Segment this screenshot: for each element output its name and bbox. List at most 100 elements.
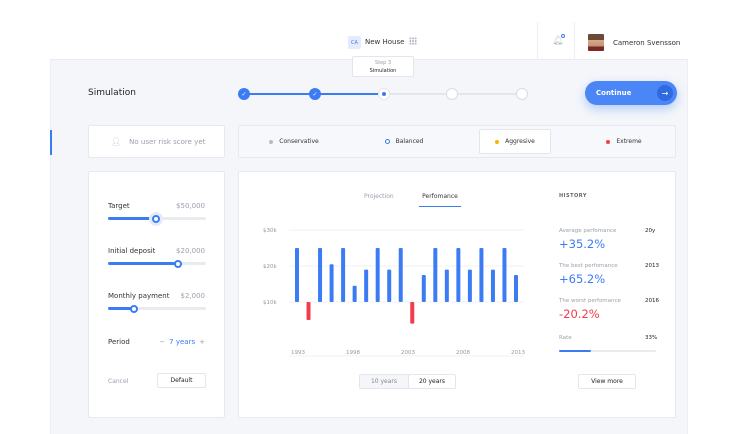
- risk-option-balanced[interactable]: Balanced: [349, 126, 459, 157]
- slider-handle[interactable]: [173, 259, 182, 268]
- deposit-value: $20,000: [176, 247, 205, 255]
- decrement-button[interactable]: −: [159, 338, 166, 346]
- risk-score-text: No user risk score yet: [129, 137, 206, 146]
- divider: [537, 22, 538, 60]
- rate-bar: [559, 350, 656, 352]
- risk-dot-icon: [495, 139, 500, 144]
- top-header: [50, 22, 688, 60]
- bar[interactable]: [329, 264, 334, 302]
- history-value: -20.2%: [559, 307, 600, 321]
- increment-button[interactable]: +: [199, 338, 205, 346]
- history-period: 2013: [645, 263, 659, 269]
- y-tick-label: $30k: [263, 228, 277, 234]
- tab-performance[interactable]: Perfomance: [419, 193, 461, 207]
- deposit-label: Initial deposit: [108, 247, 156, 255]
- performance-card: Projection Perfomance $30k $20k $10k 1993 19…: [238, 171, 676, 418]
- risk-option-label: Conservative: [279, 138, 319, 145]
- 10-years-button[interactable]: 10 years: [359, 374, 409, 389]
- history-label: The worst perfomance: [559, 298, 621, 304]
- step-2-check-icon[interactable]: ✓: [309, 88, 321, 100]
- bar[interactable]: [456, 248, 461, 302]
- notification-dot: [561, 34, 565, 38]
- step-3-current[interactable]: [378, 88, 390, 100]
- performance-chart: $30k $20k $10k 1993 1998 2003 2008 2013: [263, 228, 525, 357]
- default-button[interactable]: Default: [157, 373, 206, 388]
- risk-dot-icon: [606, 139, 611, 144]
- bar[interactable]: [318, 248, 323, 302]
- tooltip-label: Simulation: [369, 68, 397, 74]
- history-period: 20y: [645, 228, 656, 234]
- bar[interactable]: [502, 248, 507, 302]
- 20-years-button[interactable]: 20 years: [408, 374, 456, 389]
- monthly-value: $2,000: [180, 292, 206, 300]
- risk-option-conservative[interactable]: Conservative: [239, 126, 349, 157]
- y-tick-label: $20k: [263, 264, 277, 270]
- y-tick-label: $10k: [263, 300, 277, 306]
- history-value: +35.2%: [559, 237, 606, 251]
- target-label: Target: [108, 202, 130, 210]
- bar[interactable]: [421, 275, 426, 302]
- bar[interactable]: [387, 269, 392, 302]
- target-slider[interactable]: [108, 214, 206, 223]
- user-name[interactable]: Cameron Svensson: [613, 39, 681, 47]
- step-5[interactable]: [516, 88, 528, 100]
- history-label: Average perfomance: [559, 228, 617, 234]
- bar[interactable]: [364, 269, 369, 302]
- rate-label: Rate: [559, 335, 572, 341]
- step-tooltip: Step 3 Simulation: [352, 56, 414, 77]
- bar[interactable]: [490, 269, 495, 302]
- project-badge: CA: [348, 36, 361, 49]
- risk-score-card: 👤︎ No user risk score yet: [88, 125, 225, 158]
- bar[interactable]: [398, 248, 403, 302]
- bar[interactable]: [306, 302, 311, 320]
- bar[interactable]: [375, 248, 380, 302]
- period-label: Period: [108, 338, 130, 346]
- history-value: +65.2%: [559, 272, 606, 286]
- page-title: Simulation: [88, 88, 136, 98]
- history-label: The best perfomance: [559, 263, 618, 269]
- risk-dot-icon: [269, 139, 274, 144]
- bar[interactable]: [467, 269, 472, 302]
- tab-projection[interactable]: Projection: [364, 193, 394, 200]
- bar[interactable]: [444, 269, 449, 302]
- tooltip-step: Step 3: [374, 60, 392, 66]
- slider-handle[interactable]: [130, 304, 139, 313]
- x-tick-label: 1993: [291, 350, 305, 356]
- step-4[interactable]: [446, 88, 458, 100]
- history-period: 2016: [645, 298, 659, 304]
- history-title: HISTORY: [559, 193, 588, 199]
- continue-button[interactable]: Continue →: [585, 81, 677, 105]
- risk-profile-selector: Conservative Balanced Aggresive Extreme: [238, 125, 676, 158]
- slider-handle[interactable]: [152, 214, 161, 223]
- bar[interactable]: [433, 248, 438, 302]
- arrow-right-icon: →: [657, 85, 673, 101]
- cancel-button[interactable]: Cancel: [108, 378, 129, 385]
- risk-dot-icon: [384, 139, 390, 144]
- bar[interactable]: [295, 248, 299, 302]
- risk-option-aggresive[interactable]: Aggresive: [479, 129, 551, 154]
- divider: [574, 22, 575, 60]
- risk-option-label: Balanced: [395, 138, 424, 145]
- project-name[interactable]: New House: [365, 38, 405, 46]
- bar[interactable]: [410, 302, 415, 324]
- bell-icon[interactable]: 🔔︎: [552, 36, 564, 46]
- step-1-check-icon[interactable]: ✓: [238, 88, 250, 100]
- stepper: ✓ ✓: [238, 88, 528, 100]
- bar[interactable]: [352, 285, 357, 302]
- monthly-label: Monthly payment: [108, 292, 170, 300]
- period-value: 7 years: [169, 338, 196, 346]
- x-tick-label: 2013: [511, 350, 525, 356]
- bar[interactable]: [479, 248, 484, 302]
- risk-option-extreme[interactable]: Extreme: [569, 126, 679, 157]
- risk-option-label: Extreme: [616, 138, 642, 145]
- avatar[interactable]: [588, 34, 604, 51]
- user-icon: 👤︎: [111, 137, 122, 146]
- rate-value: 33%: [645, 335, 658, 341]
- x-tick-label: 2003: [401, 350, 415, 356]
- deposit-slider[interactable]: [108, 259, 206, 268]
- view-more-button[interactable]: View more: [578, 374, 636, 389]
- bar[interactable]: [514, 275, 518, 302]
- monthly-slider[interactable]: [108, 304, 206, 313]
- apps-grid-icon[interactable]: [409, 37, 417, 45]
- bar[interactable]: [341, 248, 346, 302]
